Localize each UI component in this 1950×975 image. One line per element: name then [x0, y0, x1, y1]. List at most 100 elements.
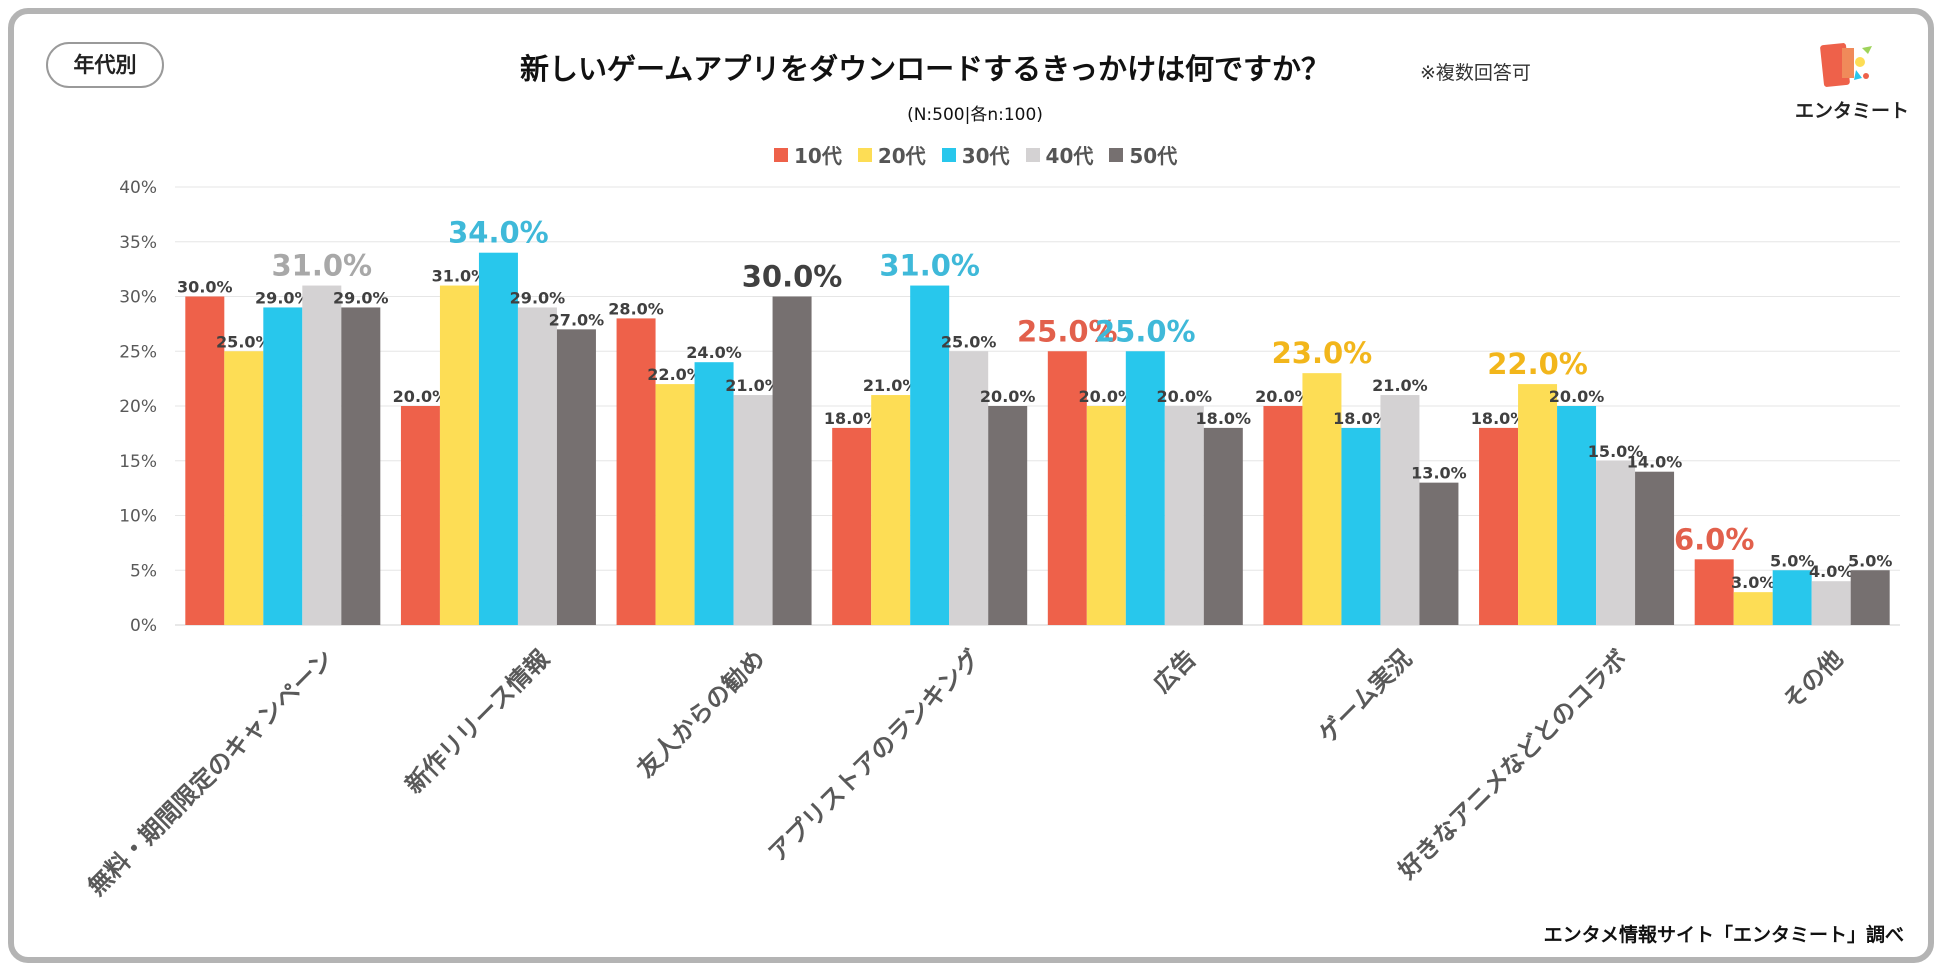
chart-title: 新しいゲームアプリをダウンロードするきっかけは何ですか？ — [520, 52, 1330, 86]
data-label-highlight: 23.0% — [1272, 336, 1373, 370]
data-label: 25.0% — [941, 332, 997, 351]
bar-40代 — [302, 285, 342, 625]
bar-20代 — [224, 351, 264, 625]
category-label: 友人からの勧め — [632, 644, 771, 783]
data-label: 21.0% — [1372, 376, 1428, 395]
bar-40代 — [1164, 406, 1204, 625]
data-label: 22.0% — [647, 365, 703, 384]
bar-50代 — [1203, 427, 1243, 625]
data-label-highlight: 30.0% — [742, 260, 843, 294]
sample-size-note: (N:500|各n:100) — [907, 105, 1043, 125]
bar-20代 — [1518, 384, 1558, 625]
data-label: 20.0% — [1157, 387, 1213, 406]
data-label: 29.0% — [333, 288, 389, 307]
data-label: 18.0% — [1471, 409, 1527, 428]
category-label: 好きなアニメなどとのコラボ — [1392, 644, 1633, 885]
bar-20代 — [439, 285, 479, 625]
source-note: エンタメ情報サイト「エンタミート」調べ — [1543, 924, 1904, 946]
bar-20代 — [871, 395, 911, 625]
data-label: 30.0% — [177, 278, 233, 297]
y-tick-label: 20% — [119, 397, 157, 417]
bar-10代 — [1694, 559, 1734, 625]
bar-10代 — [832, 427, 872, 625]
bar-10代 — [1479, 427, 1519, 625]
logo-text: エンタミート — [1795, 100, 1910, 122]
legend-item-40s: 40代 — [1025, 140, 1094, 169]
data-label: 24.0% — [686, 343, 742, 362]
legend-swatch-30s — [941, 147, 956, 162]
legend-label-20s: 20代 — [877, 144, 926, 168]
bar-50代 — [341, 307, 381, 625]
data-label: 20.0% — [393, 387, 449, 406]
multiple-answer-note: ※複数回答可 — [1420, 62, 1531, 84]
legend-item-50s: 50代 — [1109, 140, 1177, 169]
bar-30代 — [1772, 570, 1812, 625]
data-label: 31.0% — [432, 267, 488, 286]
bar-50代 — [1850, 570, 1890, 625]
category-label: その他 — [1778, 644, 1849, 715]
data-label: 4.0% — [1809, 562, 1853, 581]
bar-50代 — [556, 329, 596, 625]
legend-swatch-50s — [1109, 147, 1124, 162]
y-tick-label: 5% — [130, 561, 157, 581]
bar-40代 — [1380, 395, 1420, 625]
bar-30代 — [694, 362, 734, 625]
age-group-badge: 年代別 — [46, 42, 164, 88]
legend-item-10s: 10代 — [774, 140, 842, 169]
data-label: 18.0% — [1333, 409, 1389, 428]
data-label-highlight: 25.0% — [1095, 314, 1196, 348]
bar-40代 — [1596, 460, 1636, 625]
bar-10代 — [400, 406, 440, 625]
bar-50代 — [772, 296, 812, 625]
bar-40代 — [733, 395, 773, 625]
data-label: 20.0% — [1079, 387, 1135, 406]
data-label: 5.0% — [1770, 551, 1814, 570]
data-label: 18.0% — [1196, 409, 1252, 428]
y-tick-label: 35% — [119, 233, 157, 253]
bar-30代 — [263, 307, 303, 625]
legend-label-40s: 40代 — [1045, 144, 1094, 168]
data-label: 27.0% — [549, 310, 605, 329]
legend-item-20s: 20代 — [857, 140, 926, 169]
legend-swatch-20s — [857, 147, 872, 162]
legend: 10代 20代 30代 40代 50代 — [774, 140, 1177, 169]
legend-label-10s: 10代 — [794, 144, 842, 168]
y-tick-label: 10% — [119, 507, 157, 527]
legend-label-50s: 50代 — [1129, 144, 1178, 168]
bar-30代 — [1341, 427, 1381, 625]
bar-10代 — [616, 318, 656, 625]
bar-30代 — [1125, 351, 1165, 625]
data-label: 25.0% — [216, 332, 272, 351]
data-label: 14.0% — [1627, 453, 1683, 472]
data-label: 18.0% — [824, 409, 880, 428]
data-label: 29.0% — [510, 288, 566, 307]
data-label-highlight: 31.0% — [879, 249, 980, 283]
bar-30代 — [1557, 406, 1597, 625]
legend-swatch-10s — [774, 147, 788, 162]
data-label-highlight: 34.0% — [448, 216, 549, 250]
y-tick-label: 15% — [119, 452, 157, 472]
data-label: 13.0% — [1411, 464, 1467, 483]
y-tick-label: 30% — [119, 288, 157, 308]
category-label: 広告 — [1148, 644, 1202, 698]
y-tick-label: 25% — [119, 342, 157, 362]
data-label: 20.0% — [1255, 387, 1311, 406]
bar-40代 — [1811, 581, 1851, 625]
data-label-highlight: 6.0% — [1674, 522, 1754, 556]
legend-item-30s: 30代 — [941, 140, 1010, 169]
category-label: アプリストアのランキング — [763, 644, 986, 867]
bar-20代 — [1302, 373, 1342, 625]
data-label: 21.0% — [863, 376, 919, 395]
bar-20代 — [1086, 406, 1126, 625]
data-label: 20.0% — [980, 387, 1036, 406]
y-tick-label: 0% — [130, 616, 157, 636]
data-label-highlight: 31.0% — [272, 249, 373, 283]
bar-20代 — [1733, 592, 1773, 625]
data-label-highlight: 25.0% — [1017, 314, 1118, 348]
data-label: 20.0% — [1549, 387, 1605, 406]
category-label: 新作リリース情報 — [400, 644, 555, 799]
legend-label-30s: 30代 — [961, 144, 1010, 168]
bar-40代 — [517, 307, 557, 625]
bar-50代 — [1635, 471, 1675, 625]
